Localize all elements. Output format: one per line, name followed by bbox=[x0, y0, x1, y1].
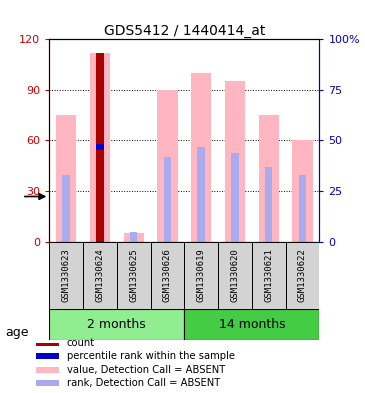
Bar bbox=[36, 367, 59, 373]
Bar bbox=[36, 340, 59, 346]
Bar bbox=[292, 140, 312, 242]
Text: GSM1330619: GSM1330619 bbox=[197, 248, 206, 302]
Bar bbox=[96, 53, 104, 242]
Text: GSM1330623: GSM1330623 bbox=[62, 248, 71, 302]
Bar bbox=[197, 147, 205, 242]
Bar bbox=[49, 242, 83, 309]
Bar bbox=[96, 143, 104, 149]
Bar bbox=[130, 231, 137, 242]
Bar bbox=[164, 157, 171, 242]
Text: 2 months: 2 months bbox=[88, 318, 146, 331]
Bar bbox=[191, 73, 211, 242]
Text: GSM1330620: GSM1330620 bbox=[230, 248, 239, 302]
Bar bbox=[36, 353, 59, 359]
Bar bbox=[231, 152, 239, 242]
Bar bbox=[90, 53, 110, 242]
Bar bbox=[150, 242, 184, 309]
Bar bbox=[49, 309, 184, 340]
Title: GDS5412 / 1440414_at: GDS5412 / 1440414_at bbox=[104, 24, 265, 38]
Bar bbox=[299, 175, 306, 242]
Bar bbox=[184, 242, 218, 309]
Bar bbox=[117, 242, 150, 309]
Bar bbox=[252, 242, 286, 309]
Bar bbox=[218, 242, 252, 309]
Text: GSM1330622: GSM1330622 bbox=[298, 248, 307, 302]
Text: rank, Detection Call = ABSENT: rank, Detection Call = ABSENT bbox=[67, 378, 220, 388]
Text: value, Detection Call = ABSENT: value, Detection Call = ABSENT bbox=[67, 365, 225, 375]
Text: GSM1330621: GSM1330621 bbox=[264, 248, 273, 302]
Bar bbox=[36, 380, 59, 386]
Text: count: count bbox=[67, 338, 95, 348]
Text: GSM1330624: GSM1330624 bbox=[95, 248, 104, 302]
Text: GSM1330625: GSM1330625 bbox=[129, 248, 138, 302]
Text: age: age bbox=[5, 325, 29, 339]
Bar bbox=[83, 242, 117, 309]
Bar bbox=[184, 309, 319, 340]
Bar bbox=[286, 242, 319, 309]
Bar bbox=[56, 115, 76, 242]
Bar bbox=[225, 81, 245, 242]
Bar bbox=[96, 147, 104, 242]
Bar bbox=[62, 175, 70, 242]
Bar bbox=[258, 115, 279, 242]
Text: GSM1330626: GSM1330626 bbox=[163, 248, 172, 302]
Bar bbox=[265, 167, 272, 242]
Text: 14 months: 14 months bbox=[219, 318, 285, 331]
Text: percentile rank within the sample: percentile rank within the sample bbox=[67, 351, 235, 361]
Bar bbox=[157, 90, 177, 242]
Bar bbox=[123, 233, 144, 242]
